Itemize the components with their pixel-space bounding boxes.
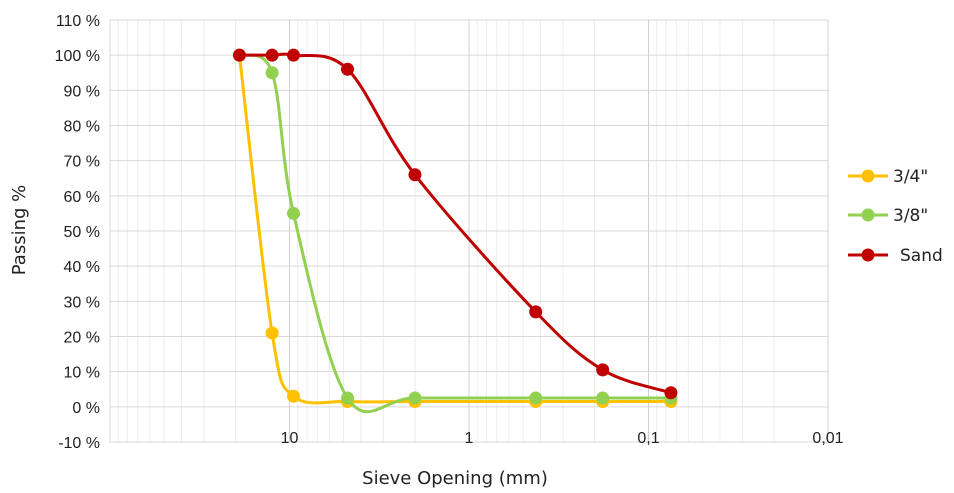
y-tick-label: 100 % [55,48,100,65]
data-point [265,66,279,80]
y-tick-label: 10 % [64,365,100,382]
data-point [341,62,355,76]
x-axis-title: Sieve Opening (mm) [362,468,548,489]
y-tick-label: -10 % [58,435,100,452]
data-point [232,48,246,62]
series-line [239,52,672,395]
y-tick-label: 90 % [64,83,100,100]
x-tick-label: 1 [465,430,474,447]
legend-marker [861,208,875,222]
y-tick-label: 0 % [72,400,100,417]
data-point [664,386,678,400]
data-point [265,326,279,340]
y-tick-label: 20 % [64,330,100,347]
data-point [408,168,422,182]
series-layer [232,48,678,414]
y-tick-label: 110 % [56,13,100,30]
data-point [529,305,543,319]
legend-marker [861,248,875,262]
legend-label: Sand [900,246,943,266]
y-tick-label: 50 % [64,224,100,241]
y-axis-title: Passing % [9,185,30,276]
data-point [408,391,422,405]
series-line [238,53,671,414]
x-tick-label: 0,01 [812,430,843,447]
y-tick-label: 70 % [64,154,100,171]
y-tick-label: 40 % [64,259,100,276]
data-point [529,391,543,405]
x-tick-label: 10 [281,430,299,447]
y-tick-labels: 110 % 100 % 90 % 80 % 70 % 60 % 50 % 40 % 30 % 20… [55,13,100,452]
y-tick-label: 30 % [64,294,100,311]
x-tick-label: 0,1 [637,430,659,447]
data-point [596,363,610,377]
data-point [265,48,279,62]
x-tick-labels: 10 1 0,1 0,01 [281,430,844,447]
data-point [286,389,300,403]
series-line [237,54,671,405]
legend-label: 3/4" [893,167,928,187]
y-tick-label: 60 % [64,189,100,206]
series-2 [232,48,678,400]
y-tick-label: 80 % [64,119,100,136]
data-point [286,48,300,62]
data-point [596,391,610,405]
legend-marker [861,169,875,183]
major-gridlines [110,19,829,443]
legend: 3/4" 3/8" Sand [848,167,943,266]
legend-label: 3/8" [893,206,928,226]
data-point [286,206,300,220]
data-point [341,391,355,405]
